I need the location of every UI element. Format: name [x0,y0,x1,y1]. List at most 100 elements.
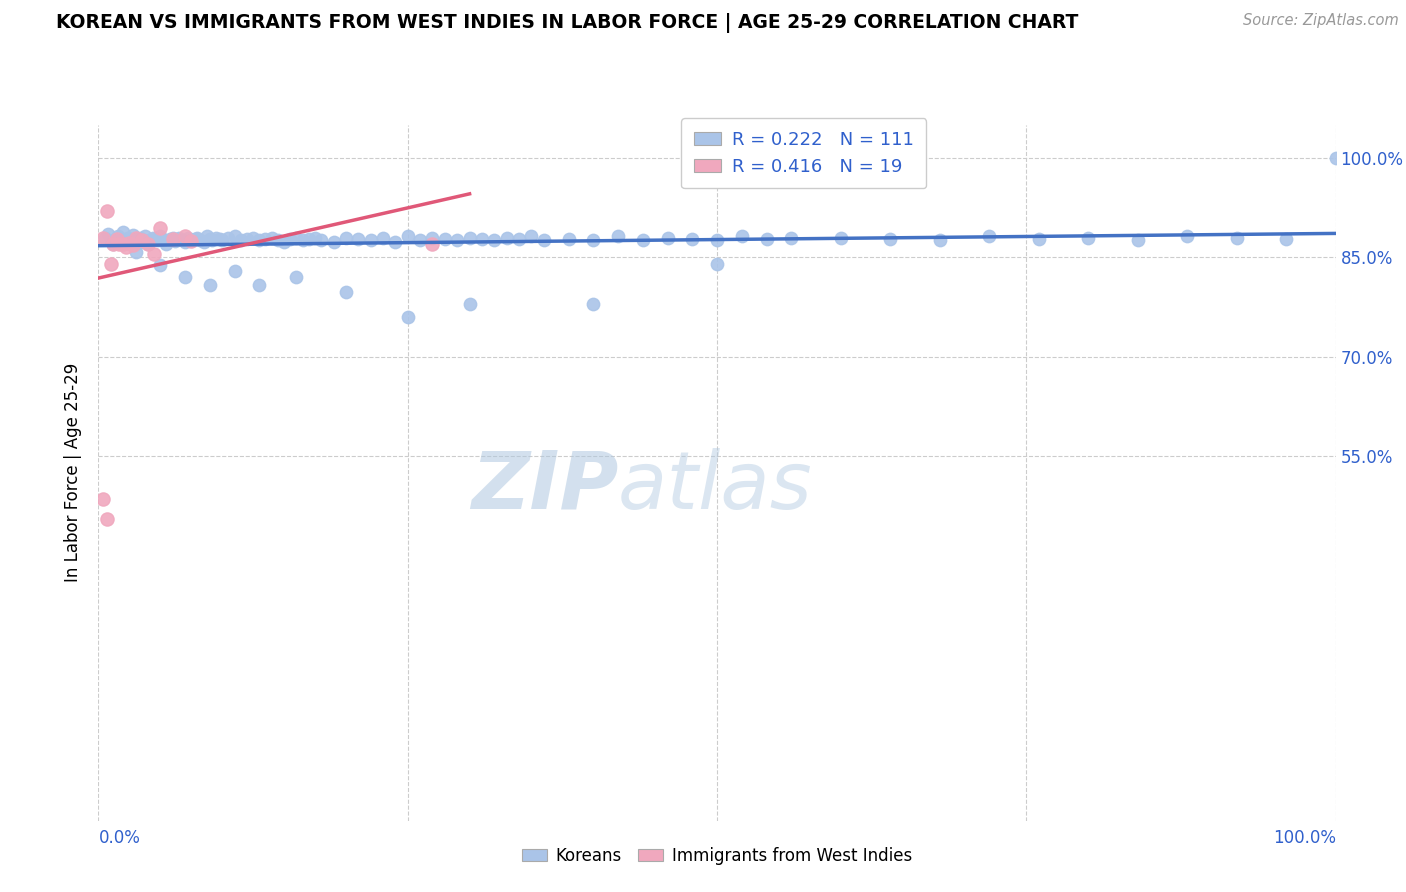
Point [149,220,172,235]
Point [93,230,115,244]
Point [172,233,194,247]
Point [142,230,165,244]
Point [127,235,149,250]
Point [103,237,125,252]
Text: 0.0%: 0.0% [98,829,141,847]
Point [93,230,115,244]
Point [422,237,444,252]
Point [165,234,187,248]
Text: Source: ZipAtlas.com: Source: ZipAtlas.com [1243,13,1399,29]
Point [149,229,172,244]
Point [149,258,172,272]
Point [484,233,506,247]
Point [108,237,131,252]
Point [298,232,321,246]
Point [146,233,169,247]
Point [112,225,135,239]
Point [533,233,555,247]
Point [1028,232,1050,246]
Point [347,232,370,246]
Point [211,233,233,247]
Point [557,232,579,246]
Text: atlas: atlas [619,448,813,525]
Point [458,230,481,244]
Point [520,229,543,244]
Point [208,232,231,246]
Point [706,257,728,271]
Point [706,233,728,247]
Point [201,233,224,247]
Point [681,232,703,246]
Point [433,232,456,246]
Point [508,232,530,246]
Point [267,233,290,247]
Point [96,512,118,526]
Point [242,230,264,244]
Point [731,229,754,244]
Point [124,232,146,246]
Point [335,230,357,244]
Point [152,233,174,247]
Point [409,233,432,247]
Point [755,232,778,246]
Point [118,235,141,250]
Point [124,245,146,260]
Point [134,229,156,244]
Point [143,247,166,261]
Point [112,237,135,252]
Point [384,235,406,249]
Point [129,230,152,244]
Point [93,492,115,507]
Point [174,235,197,249]
Point [1275,232,1298,246]
Legend: Koreans, Immigrants from West Indies: Koreans, Immigrants from West Indies [516,840,918,871]
Point [174,270,197,285]
Point [304,230,326,244]
Point [285,270,308,285]
Point [979,229,1001,244]
Point [195,229,218,244]
Point [657,230,679,244]
Point [100,234,122,248]
Point [124,230,146,244]
Point [396,310,419,324]
Point [117,230,139,244]
Point [122,227,145,242]
Point [217,230,239,244]
Point [162,230,184,244]
Point [260,230,283,244]
Point [107,229,129,244]
Point [120,233,142,247]
Point [97,227,120,242]
Point [830,230,852,244]
Point [422,230,444,244]
Text: ZIP: ZIP [471,448,619,525]
Point [155,237,177,252]
Point [167,230,190,244]
Point [335,285,357,299]
Point [184,232,207,246]
Point [104,232,127,246]
Point [254,232,277,246]
Point [198,232,221,246]
Point [112,237,135,252]
Point [176,230,198,244]
Point [1175,229,1198,244]
Point [236,232,259,246]
Point [229,233,252,247]
Point [928,233,950,247]
Point [247,233,270,247]
Point [205,230,228,244]
Point [224,229,246,244]
Point [291,233,314,247]
Point [396,229,419,244]
Point [174,229,197,244]
Point [607,229,630,244]
Point [103,237,125,252]
Point [1126,233,1149,247]
Point [96,204,118,219]
Text: 100.0%: 100.0% [1272,829,1336,847]
Point [273,235,295,249]
Point [495,230,517,244]
Point [186,230,208,244]
